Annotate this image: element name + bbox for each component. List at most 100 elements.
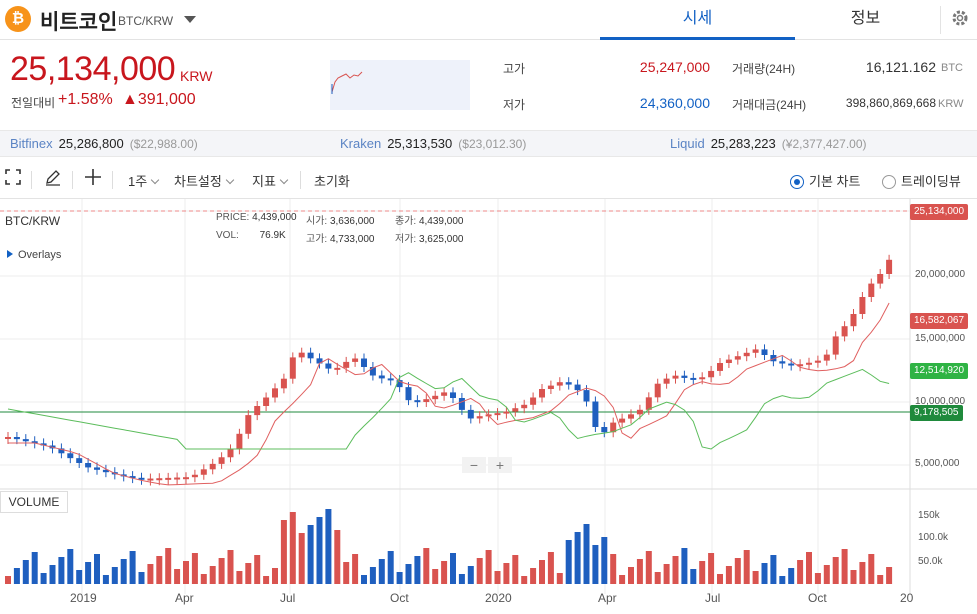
candle xyxy=(574,384,581,391)
candle xyxy=(272,388,278,398)
volume-bar xyxy=(797,560,804,584)
volume-bar xyxy=(40,573,47,584)
amount24-value: 398,860,869,668 xyxy=(845,96,936,110)
volume-bar xyxy=(467,566,474,584)
candle xyxy=(503,411,510,414)
pencil-icon[interactable] xyxy=(44,169,62,190)
candle xyxy=(530,397,537,405)
candle xyxy=(236,433,243,450)
x-axis-label: 2019 xyxy=(70,591,97,605)
volume-bar xyxy=(218,558,225,584)
volume-bar xyxy=(369,567,376,584)
candle xyxy=(806,362,812,365)
candle xyxy=(663,378,670,384)
radio-unselected-icon xyxy=(882,175,896,189)
volume-bar xyxy=(102,575,109,584)
zoom-in-button[interactable]: + xyxy=(488,457,512,473)
volume-bar xyxy=(806,552,812,584)
exchange-foreign: ($22,988.00) xyxy=(129,137,198,151)
candle xyxy=(476,416,483,419)
volume-bar xyxy=(779,576,786,584)
candle xyxy=(307,352,314,359)
candle xyxy=(467,409,474,419)
info-high: 고가: 4,733,000 xyxy=(306,230,374,245)
volume-bar xyxy=(334,530,341,584)
exchange-liquid: Liquid 25,283,223 (¥2,377,427.00) xyxy=(670,136,867,151)
exchange-foreign: (¥2,377,427.00) xyxy=(781,137,867,151)
volume-bar xyxy=(681,548,688,584)
candle xyxy=(352,358,359,362)
candle xyxy=(254,406,261,416)
candle xyxy=(147,478,154,481)
candlestick-chart[interactable] xyxy=(0,199,977,614)
fullscreen-icon[interactable] xyxy=(5,169,21,188)
tab-info[interactable]: 정보 xyxy=(850,10,881,27)
reset-button[interactable]: 초기화 xyxy=(314,174,350,189)
candle xyxy=(432,395,439,400)
period-select[interactable]: 1주 xyxy=(128,171,160,190)
price-tag-current: 25,134,000 xyxy=(910,204,969,220)
volume-axis-label: 100.0k xyxy=(918,532,949,543)
volume-bar xyxy=(823,565,830,584)
volume-bar xyxy=(352,554,359,584)
candle xyxy=(779,361,786,364)
gear-icon[interactable] xyxy=(940,6,977,34)
tab-quote[interactable]: 시세 xyxy=(600,0,795,40)
volume-bar xyxy=(441,561,448,584)
volume-bar xyxy=(67,549,74,584)
x-axis-label: Jul xyxy=(280,591,296,605)
info-value: 4,733,000 xyxy=(329,234,375,245)
candle xyxy=(396,380,403,388)
volume-bar xyxy=(725,566,732,584)
exchange-foreign: ($23,012.30) xyxy=(458,137,527,151)
period-label: 1주 xyxy=(128,174,148,189)
crosshair-icon[interactable] xyxy=(84,168,102,189)
exchange-bar: Bitfinex 25,286,800 ($22,988.00) Kraken 25,… xyxy=(0,130,977,157)
candle xyxy=(94,467,100,470)
volume-bar xyxy=(85,562,92,584)
candle xyxy=(565,382,572,385)
candle xyxy=(725,359,732,363)
tradingview-label: 트레이딩뷰 xyxy=(901,174,961,189)
chart-symbol: BTC/KRW xyxy=(5,214,61,228)
high-value: 25,247,000 xyxy=(639,59,710,75)
volume-bar xyxy=(147,564,154,584)
x-axis-label: Jul xyxy=(705,591,721,605)
volume-bar xyxy=(129,551,136,584)
volume-bar xyxy=(156,556,163,584)
price-chart[interactable]: BTC/KRW Overlays PRICE: 4,439,000 VOL: 7… xyxy=(0,198,977,614)
coin-name: 비트코인 xyxy=(40,11,118,34)
chart-settings-menu[interactable]: 차트설정 xyxy=(174,171,235,190)
candle xyxy=(628,414,634,419)
volume-bar xyxy=(209,566,216,584)
volume-bar xyxy=(396,572,403,584)
zoom-out-button[interactable]: − xyxy=(462,457,486,473)
info-value: 4,439,000 xyxy=(252,212,297,223)
ma-short-line xyxy=(8,302,890,486)
candle xyxy=(654,383,661,398)
exchange-name: Liquid xyxy=(670,136,705,151)
volume-bar xyxy=(227,550,234,584)
volume-bar xyxy=(254,555,261,584)
candle xyxy=(681,375,688,378)
tradingview-radio[interactable]: 트레이딩뷰 xyxy=(882,171,961,190)
volume-bar xyxy=(690,569,697,584)
candle xyxy=(165,477,172,480)
overlays-toggle[interactable]: Overlays xyxy=(7,249,61,261)
volume-panel-label: VOLUME xyxy=(0,491,68,513)
coin-select-dropdown-icon[interactable] xyxy=(184,16,196,23)
indicators-menu[interactable]: 지표 xyxy=(252,171,289,190)
candle xyxy=(263,397,270,406)
chevron-down-icon xyxy=(279,175,289,185)
volume-bar xyxy=(22,560,29,584)
volume-bar xyxy=(717,574,723,584)
candle xyxy=(450,392,456,398)
basic-chart-radio[interactable]: 기본 차트 xyxy=(790,171,860,190)
volume-bar xyxy=(361,575,367,584)
candle xyxy=(191,474,198,478)
volume-bar xyxy=(94,554,100,584)
candle xyxy=(690,377,697,380)
volume-bar xyxy=(877,575,884,584)
ma-long-line xyxy=(7,368,890,450)
